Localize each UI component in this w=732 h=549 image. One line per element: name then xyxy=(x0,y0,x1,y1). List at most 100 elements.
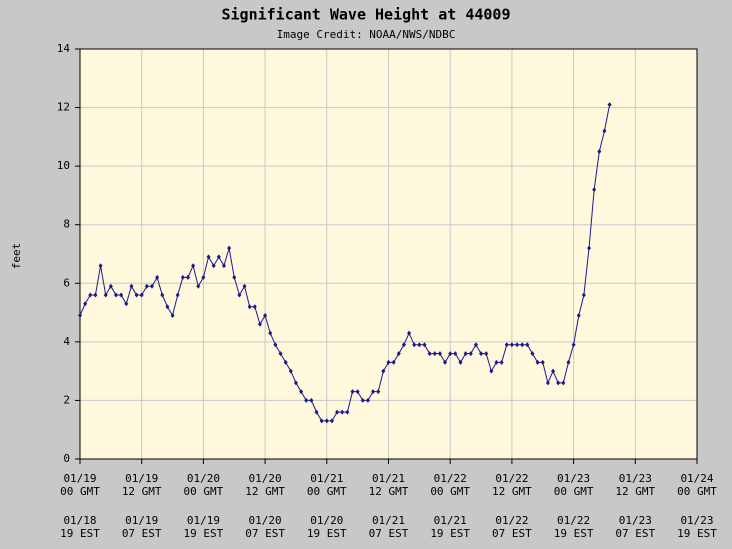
data-point xyxy=(237,292,242,298)
data-point xyxy=(257,321,262,327)
x-tick-label-line: 01/24 xyxy=(680,472,713,485)
data-point xyxy=(453,351,458,357)
data-point xyxy=(350,389,355,395)
data-point xyxy=(309,397,314,403)
x-tick-label-line: 00 GMT xyxy=(430,485,470,498)
x-tick-label-line: 00 GMT xyxy=(677,485,717,498)
x-tick-label-line: 01/22 xyxy=(434,472,467,485)
data-point xyxy=(124,301,129,307)
data-point xyxy=(581,292,586,298)
data-point xyxy=(355,389,360,395)
data-point xyxy=(144,283,149,289)
data-point xyxy=(139,292,144,298)
x-tick-label-line: 01/21 xyxy=(434,514,467,527)
data-point xyxy=(78,313,82,318)
data-point xyxy=(329,418,334,424)
data-point xyxy=(216,254,221,260)
data-point xyxy=(443,359,448,365)
x-tick-label: 01/23 12 GMT xyxy=(615,472,655,498)
x-tick-label: 01/18 19 EST xyxy=(60,514,100,540)
x-tick-label-line: 01/20 xyxy=(310,514,343,527)
data-point xyxy=(489,368,494,374)
y-tick-label: 14 xyxy=(57,42,71,55)
x-tick-label-line: 12 GMT xyxy=(615,485,655,498)
x-tick-label-line: 01/23 xyxy=(619,514,652,527)
data-point xyxy=(381,368,386,374)
data-point xyxy=(525,342,530,348)
data-point xyxy=(540,359,545,365)
data-point xyxy=(288,368,293,374)
data-point xyxy=(535,359,540,365)
x-tick-label-line: 12 GMT xyxy=(245,485,285,498)
x-tick-label-line: 12 GMT xyxy=(369,485,409,498)
x-tick-label: 01/23 00 GMT xyxy=(554,472,594,498)
y-tick-label: 4 xyxy=(63,335,70,348)
data-point xyxy=(103,292,108,298)
x-tick-label-line: 01/20 xyxy=(249,514,282,527)
data-point xyxy=(221,263,226,269)
x-tick-label-line: 00 GMT xyxy=(184,485,224,498)
x-tick-label-line: 01/21 xyxy=(372,472,405,485)
x-tick-label-line: 00 GMT xyxy=(60,485,100,498)
x-tick-label-line: 01/19 xyxy=(125,472,158,485)
data-point xyxy=(422,342,427,348)
x-tick-label-line: 01/21 xyxy=(372,514,405,527)
data-point xyxy=(484,351,489,357)
data-point xyxy=(335,409,340,415)
data-point xyxy=(273,342,278,348)
plot-frame xyxy=(79,48,698,460)
data-point xyxy=(340,409,345,415)
data-point xyxy=(299,389,304,395)
y-tick-label: 6 xyxy=(63,276,70,289)
x-tick-label-line: 01/22 xyxy=(495,472,528,485)
data-point xyxy=(437,351,442,357)
x-tick-label: 01/21 00 GMT xyxy=(307,472,347,498)
x-tick-label-line: 01/19 xyxy=(125,514,158,527)
x-tick-label-line: 19 EST xyxy=(307,527,347,540)
data-point xyxy=(129,283,134,289)
x-tick-label: 01/20 19 EST xyxy=(307,514,347,540)
data-point xyxy=(515,342,520,348)
x-tick-label: 01/20 12 GMT xyxy=(245,472,285,498)
data-point xyxy=(149,283,154,289)
x-tick-label-line: 00 GMT xyxy=(307,485,347,498)
x-tick-label-line: 19 EST xyxy=(554,527,594,540)
data-point xyxy=(556,380,561,386)
x-tick-label-line: 00 GMT xyxy=(554,485,594,498)
data-point xyxy=(607,102,612,108)
y-tick-label: 0 xyxy=(63,452,70,465)
data-point xyxy=(371,389,376,395)
x-tick-label-line: 07 EST xyxy=(492,527,532,540)
x-tick-label: 01/22 00 GMT xyxy=(430,472,470,498)
data-point xyxy=(561,380,566,386)
data-point xyxy=(448,351,453,357)
data-point xyxy=(427,351,432,357)
x-tick-label-line: 12 GMT xyxy=(492,485,532,498)
x-tick-label-line: 01/23 xyxy=(557,472,590,485)
x-tick-label: 01/19 00 GMT xyxy=(60,472,100,498)
x-tick-label: 01/19 12 GMT xyxy=(122,472,162,498)
data-point xyxy=(365,397,370,403)
x-tick-label: 01/21 12 GMT xyxy=(369,472,409,498)
x-tick-label-line: 01/19 xyxy=(63,472,96,485)
x-tick-label: 01/19 19 EST xyxy=(184,514,224,540)
data-point xyxy=(175,292,180,298)
x-tick-label-line: 07 EST xyxy=(245,527,285,540)
data-point xyxy=(458,359,463,365)
data-point xyxy=(360,397,365,403)
x-tick-label-line: 19 EST xyxy=(430,527,470,540)
data-point xyxy=(83,301,88,307)
data-point xyxy=(119,292,124,298)
data-point xyxy=(113,292,118,298)
data-point xyxy=(108,283,113,289)
data-point xyxy=(473,342,478,348)
x-tick-label: 01/22 19 EST xyxy=(554,514,594,540)
x-tick-label-line: 07 EST xyxy=(369,527,409,540)
chart-title: Significant Wave Height at 44009 xyxy=(222,6,511,24)
x-tick-label: 01/20 00 GMT xyxy=(184,472,224,498)
data-point xyxy=(185,274,190,280)
chart-subtitle: Image Credit: NOAA/NWS/NDBC xyxy=(277,28,456,41)
data-point xyxy=(268,330,273,336)
